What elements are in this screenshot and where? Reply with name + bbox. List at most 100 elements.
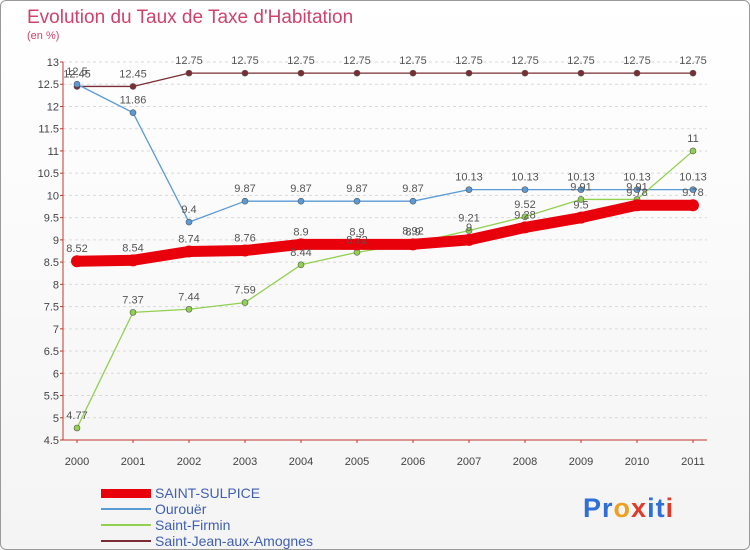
data-label: 12.75 [231,55,259,67]
legend-item: Saint-Firmin [101,517,313,533]
chart-subtitle: (en %) [27,30,60,42]
data-point [519,221,531,234]
data-point [687,199,699,212]
data-point [297,261,305,269]
data-point [297,197,305,205]
legend-item: Ourouër [101,501,313,517]
data-label: 12.75 [511,55,539,67]
y-tick-label: 7.5 [44,302,59,314]
data-label: 8.44 [290,247,311,259]
y-tick-label: 10.5 [38,168,59,180]
x-tick-label: 2008 [513,456,537,468]
legend-label: SAINT-SULPICE [155,485,261,501]
data-point [73,80,81,88]
data-point [241,197,249,205]
y-tick-label: 9 [53,235,59,247]
legend-label: Saint-Firmin [155,517,231,533]
data-label: 9.5 [573,200,588,212]
series-line [76,72,694,88]
data-point [465,227,473,234]
legend-swatch [101,540,151,542]
x-tick-label: 2006 [401,456,425,468]
y-tick-label: 11 [48,146,59,158]
data-point [633,186,641,193]
data-point [689,69,697,77]
data-label: 12.75 [175,55,203,67]
data-point [241,299,249,306]
data-point [521,69,529,77]
logo-letter: P [583,493,603,523]
legend-item: SAINT-SULPICE [101,485,313,501]
data-label: 10.13 [511,172,539,184]
x-tick-label: 2007 [457,456,481,468]
x-tick-label: 2004 [289,456,313,468]
data-point [127,254,139,267]
data-point [129,109,137,116]
y-tick-label: 8.5 [44,257,59,269]
data-point [353,69,361,77]
data-point [241,69,249,77]
data-label: 8.54 [122,242,143,254]
y-tick-label: 12 [47,101,59,113]
data-point [633,69,641,77]
data-point [577,69,585,77]
data-label: 9.21 [458,213,479,225]
data-label: 9.91 [570,181,591,193]
y-tick-label: 6 [53,368,59,380]
y-tick-label: 13 [47,57,59,69]
logo-letter: i [647,493,656,523]
data-label: 11.86 [120,95,147,107]
data-label: 9.52 [514,199,535,211]
data-label: 12.75 [455,55,483,67]
x-tick-label: 2001 [121,456,145,468]
y-tick-label: 5 [53,413,59,425]
y-tick-label: 10 [47,190,59,202]
data-point [521,213,529,221]
x-tick-label: 2011 [681,456,705,468]
data-point [465,69,473,77]
data-label: 12.75 [399,55,427,67]
data-label: 9.87 [290,183,311,195]
y-tick-label: 6.5 [44,346,59,358]
data-label: 9.4 [181,204,196,216]
data-point [577,196,585,203]
data-label: 12.75 [567,55,595,67]
data-point [351,238,363,251]
chart-legend: SAINT-SULPICE Ourouër Saint-Firmin Saint-Je… [101,485,313,549]
logo-letter: o [613,493,632,523]
data-point [409,69,417,77]
y-tick-label: 12.5 [38,79,59,91]
data-label: 7.37 [122,294,143,306]
y-tick-label: 9.5 [44,213,59,225]
data-label: 12.75 [679,55,707,67]
y-tick-label: 11.5 [38,124,59,136]
data-label: 8.9 [405,226,420,238]
data-label: 8.92 [402,225,423,237]
data-label: 7.44 [178,291,199,303]
legend-label: Ourouër [155,501,207,517]
data-label: 8.72 [346,234,367,246]
data-label: 12.45 [119,68,147,80]
legend-swatch [101,508,151,510]
x-tick-label: 2009 [569,456,593,468]
data-point [239,244,251,257]
data-label: 10.13 [623,172,651,184]
data-label: 7.59 [234,285,255,297]
data-point [353,197,361,205]
data-point [631,199,643,212]
legend-swatch [101,524,151,526]
data-point [689,186,697,193]
data-label: 12.45 [63,68,91,80]
data-label: 8.76 [234,233,255,245]
data-label: 12.75 [623,55,651,67]
logo-letter: t [655,493,666,523]
data-label: 9 [466,222,472,234]
x-tick-label: 2010 [625,456,649,468]
data-label: 11 [687,133,698,145]
data-label: 9.91 [626,181,647,193]
data-label: 4.77 [66,410,87,422]
data-point [185,218,193,226]
data-point [71,255,83,268]
